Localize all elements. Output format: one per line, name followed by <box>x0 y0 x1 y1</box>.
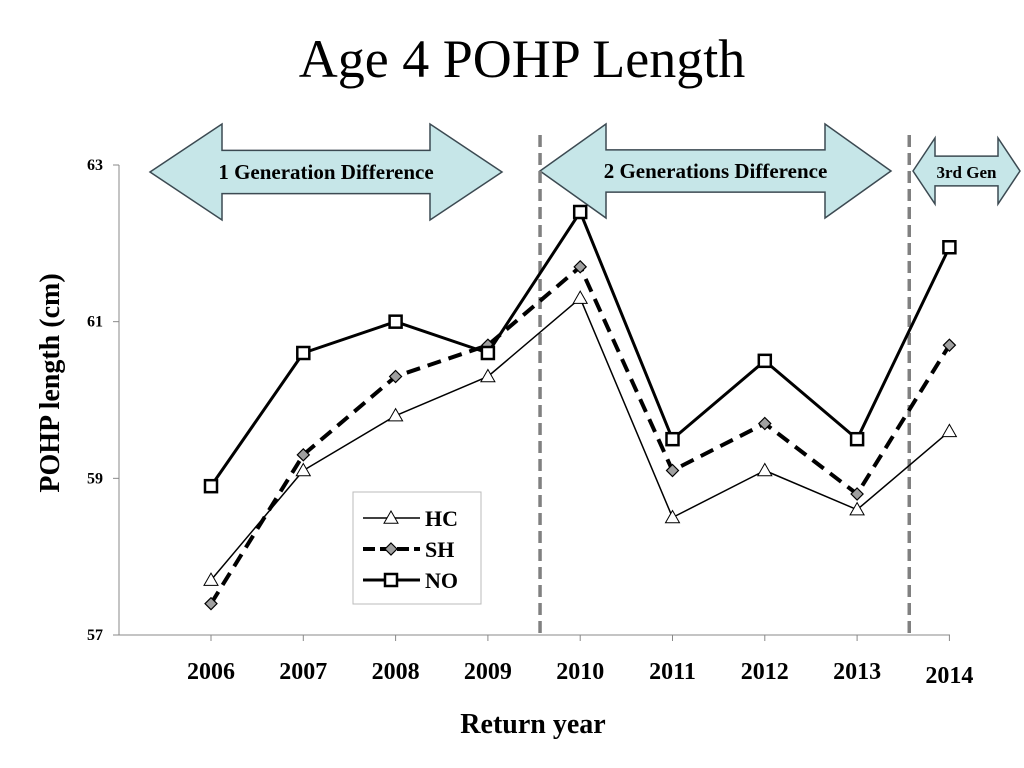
data-point-square <box>665 431 680 447</box>
x-tick-label: 2013 <box>833 659 881 685</box>
data-point-triangle <box>383 509 399 524</box>
data-point-diamond <box>573 259 588 274</box>
legend-label: NO <box>425 568 458 593</box>
data-point-diamond <box>204 596 218 611</box>
data-point-diamond <box>296 447 311 462</box>
y-tick-label: 57 <box>87 627 103 644</box>
data-point-square <box>572 204 588 220</box>
legend: HC SH NO <box>352 491 482 605</box>
data-point-square <box>757 353 773 369</box>
data-point-triangle <box>572 290 589 304</box>
x-tick-label: 2014 <box>925 663 973 689</box>
y-tick-label: 59 <box>87 470 103 487</box>
x-tick-label: 2007 <box>279 659 327 685</box>
chart-title: Age 4 POHP Length <box>298 29 746 89</box>
legend-label: HC <box>425 506 458 531</box>
data-point-diamond <box>665 463 680 478</box>
data-point-square <box>942 240 957 255</box>
data-point-diamond <box>757 416 772 431</box>
data-point-triangle <box>295 462 312 477</box>
axes: 57 59 61 63 2006 2007 2008 2009 2010 2011 2012 2013… <box>87 157 973 689</box>
x-tick-label: 2011 <box>649 659 696 685</box>
x-tick-label: 2008 <box>372 659 420 685</box>
data-point-triangle <box>480 368 496 383</box>
series-group <box>203 204 958 611</box>
annotation-label: 3rd Gen <box>937 163 998 182</box>
legend-label: SH <box>425 537 454 562</box>
series-line-no <box>209 210 951 488</box>
generation-dividers <box>538 135 911 635</box>
series-hc <box>203 290 958 586</box>
annotation-arrows: 1 Generation Difference 2 Generations Dif… <box>148 122 1021 222</box>
data-point-square <box>388 314 403 329</box>
x-axis-label: Return year <box>460 709 605 740</box>
annotation-label: 1 Generation Difference <box>218 160 433 184</box>
data-point-triangle <box>664 509 681 524</box>
data-point-triangle <box>203 572 219 586</box>
series-no <box>203 204 957 494</box>
y-axis-label: POHP length (cm) <box>35 273 66 492</box>
annotation-arrow <box>148 122 504 222</box>
data-point-diamond <box>384 542 398 556</box>
data-point-square <box>480 345 496 361</box>
x-tick-label: 2006 <box>187 659 235 685</box>
data-point-triangle <box>387 407 404 422</box>
y-tick-label: 63 <box>87 157 103 174</box>
y-tick-label: 61 <box>87 314 103 331</box>
series-line-sh <box>209 264 952 605</box>
data-point-triangle <box>756 462 773 477</box>
data-point-square <box>849 431 865 447</box>
data-point-triangle <box>849 501 865 516</box>
x-tick-label: 2009 <box>464 659 512 685</box>
x-tick-label: 2010 <box>556 659 604 685</box>
data-point-diamond <box>850 487 864 501</box>
data-point-triangle <box>941 423 958 438</box>
data-point-diamond <box>942 338 957 353</box>
data-point-diamond <box>388 369 403 384</box>
x-tick-label: 2012 <box>741 659 789 685</box>
data-point-square <box>383 572 399 588</box>
data-point-square <box>296 345 311 361</box>
series-sh <box>204 259 957 611</box>
annotation-arrow <box>538 122 893 220</box>
annotation-arrow <box>912 135 1021 207</box>
data-point-square <box>203 478 219 494</box>
annotation-label: 2 Generations Difference <box>604 159 828 183</box>
